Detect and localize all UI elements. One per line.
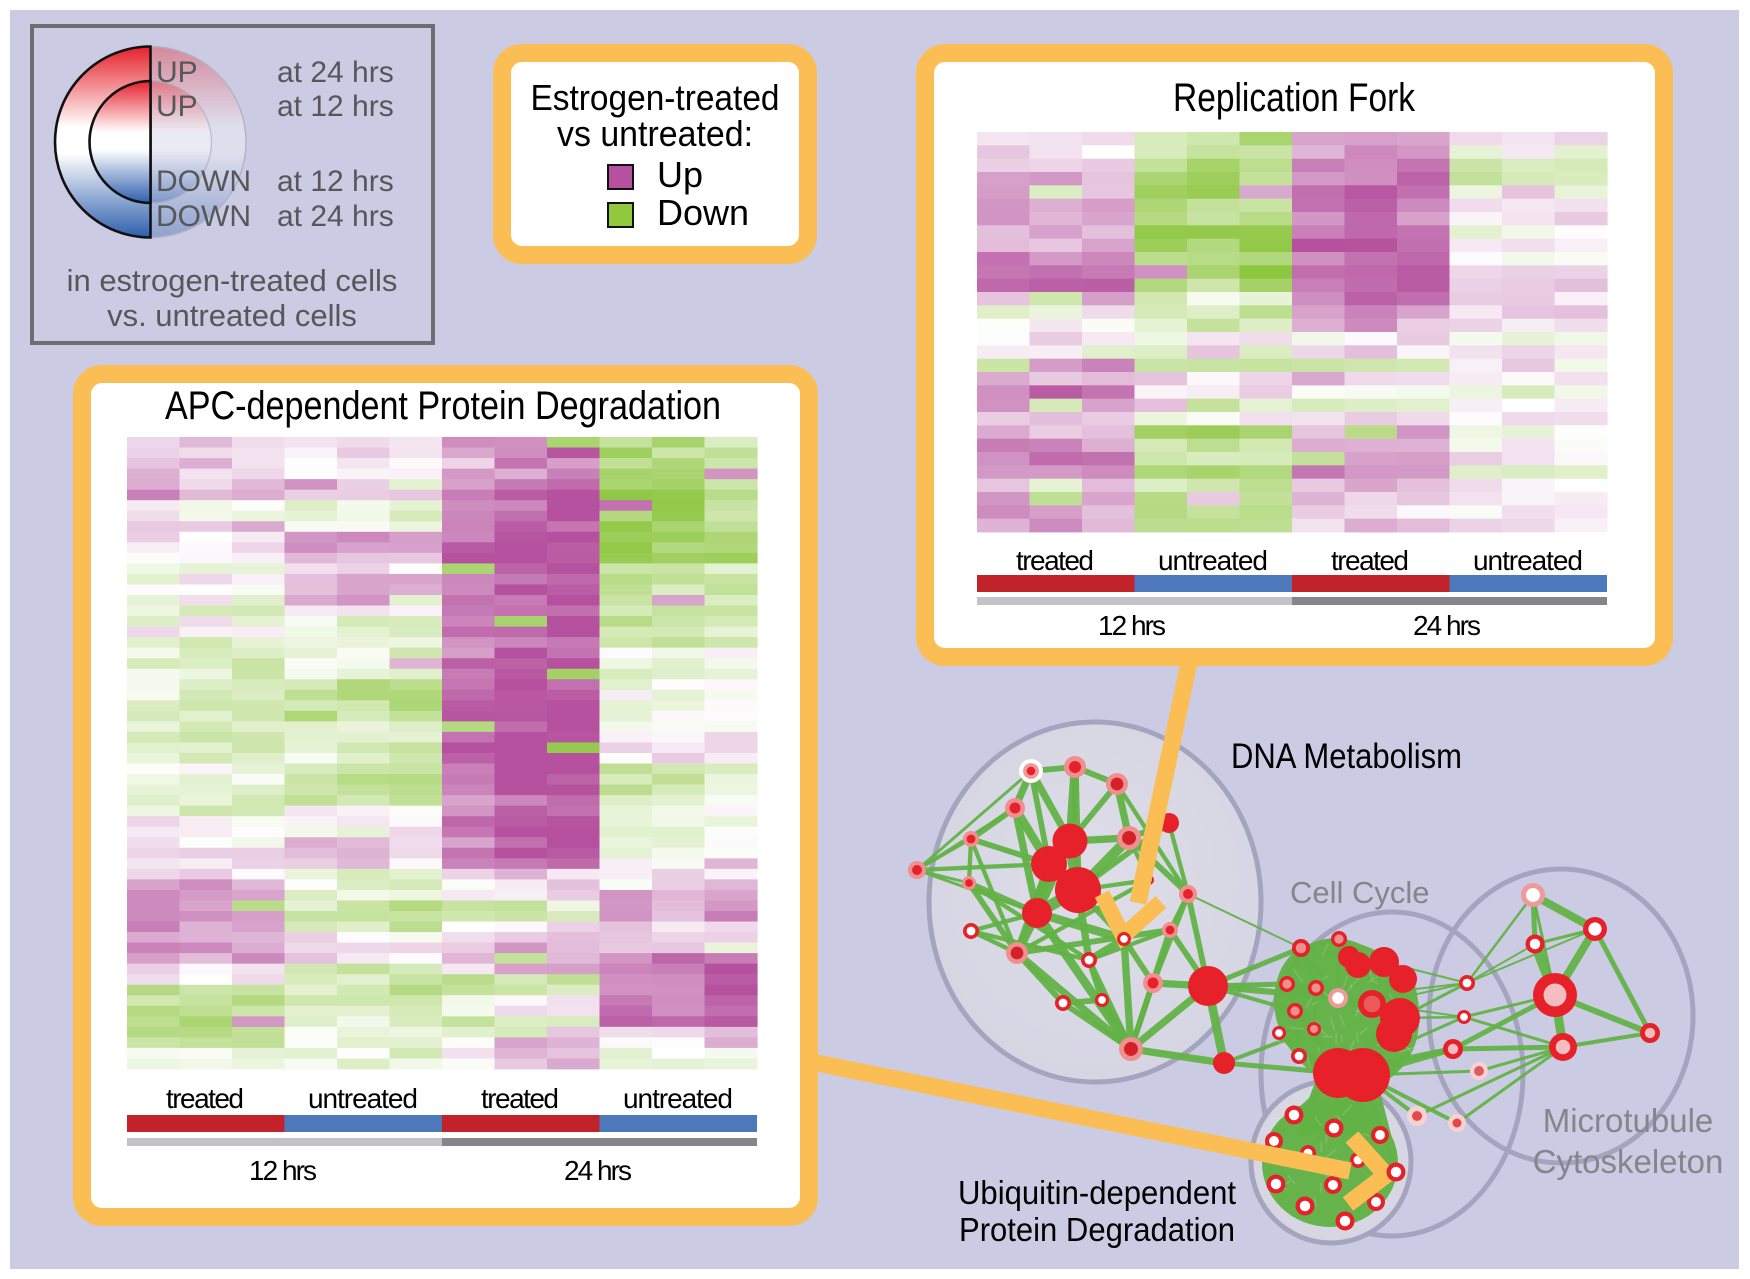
svg-text:12 hrs: 12 hrs [249,1155,317,1186]
svg-text:untreated: untreated [623,1083,733,1114]
svg-text:untreated: untreated [1158,545,1268,576]
svg-text:Replication Fork: Replication Fork [1173,76,1416,120]
svg-text:treated: treated [1016,545,1094,576]
svg-text:UP: UP [156,56,198,89]
svg-text:APC-dependent Protein Degradat: APC-dependent Protein Degradation [165,384,721,428]
svg-text:at 24 hrs: at 24 hrs [277,200,394,233]
svg-text:24 hrs: 24 hrs [1413,610,1481,641]
svg-text:at 12 hrs: at 12 hrs [277,165,394,198]
svg-text:untreated: untreated [1473,545,1583,576]
svg-text:at 12 hrs: at 12 hrs [277,90,394,123]
svg-text:Up: Up [657,154,703,195]
svg-text:vs. untreated cells: vs. untreated cells [107,298,357,333]
svg-text:treated: treated [1331,545,1409,576]
svg-text:DOWN: DOWN [156,200,251,233]
svg-text:treated: treated [166,1083,244,1114]
svg-text:Microtubule: Microtubule [1543,1102,1714,1139]
svg-text:treated: treated [481,1083,559,1114]
svg-text:vs untreated:: vs untreated: [557,113,753,154]
svg-text:DNA Metabolism: DNA Metabolism [1231,737,1462,776]
svg-text:Ubiquitin-dependent: Ubiquitin-dependent [958,1174,1236,1211]
svg-text:DOWN: DOWN [156,165,251,198]
svg-text:Protein Degradation: Protein Degradation [959,1211,1235,1248]
svg-text:Estrogen-treated: Estrogen-treated [531,77,780,118]
svg-text:Cell Cycle: Cell Cycle [1290,875,1430,910]
svg-text:Cytoskeleton: Cytoskeleton [1533,1143,1724,1180]
svg-text:Down: Down [657,192,749,233]
svg-text:UP: UP [156,90,198,123]
svg-text:12 hrs: 12 hrs [1098,610,1166,641]
svg-text:at 24 hrs: at 24 hrs [277,56,394,89]
svg-text:in estrogen-treated cells: in estrogen-treated cells [67,263,398,298]
svg-text:untreated: untreated [308,1083,418,1114]
svg-text:24 hrs: 24 hrs [564,1155,632,1186]
